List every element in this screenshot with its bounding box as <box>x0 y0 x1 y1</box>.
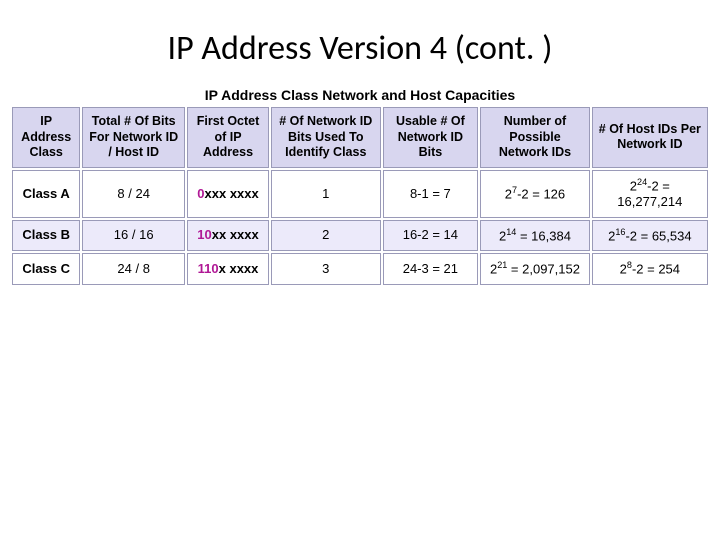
cell-hosts: 224-2 = 16,277,214 <box>592 170 708 218</box>
net-base: 2 <box>505 186 512 201</box>
cell-class: Class A <box>12 170 80 218</box>
table-row: Class A 8 / 24 0xxx xxxx 1 8-1 = 7 27-2 … <box>12 170 708 218</box>
host-base: 2 <box>620 262 627 277</box>
octet-prefix: 10 <box>197 227 211 242</box>
host-exp: 16 <box>615 227 625 237</box>
host-tail: -2 = 254 <box>632 262 680 277</box>
octet-prefix: 0 <box>197 186 204 201</box>
cell-hosts: 216-2 = 65,534 <box>592 220 708 252</box>
slide: IP Address Version 4 (cont. ) IP Address… <box>0 0 720 540</box>
cell-networks: 221 = 2,097,152 <box>480 253 589 285</box>
table-row: Class B 16 / 16 10xx xxxx 2 16-2 = 14 21… <box>12 220 708 252</box>
cell-networks: 27-2 = 126 <box>480 170 589 218</box>
table-title: IP Address Class Network and Host Capaci… <box>10 87 710 103</box>
host-tail: -2 = 16,277,214 <box>617 178 682 209</box>
cell-octet: 110x xxxx <box>187 253 269 285</box>
cell-usable: 8-1 = 7 <box>383 170 479 218</box>
cell-usable: 16-2 = 14 <box>383 220 479 252</box>
host-base: 2 <box>630 178 637 193</box>
octet-prefix: 110 <box>198 261 219 276</box>
table-header: IP Address Class Total # Of Bits For Net… <box>12 107 708 168</box>
cell-hosts: 28-2 = 254 <box>592 253 708 285</box>
col-hosts: # Of Host IDs Per Network ID <box>592 107 708 168</box>
net-tail: -2 = 126 <box>517 186 565 201</box>
col-class: IP Address Class <box>12 107 80 168</box>
cell-octet: 0xxx xxxx <box>187 170 269 218</box>
net-exp: 21 <box>497 260 507 270</box>
cell-idbits: 3 <box>271 253 380 285</box>
cell-class: Class B <box>12 220 80 252</box>
cell-networks: 214 = 16,384 <box>480 220 589 252</box>
col-first-octet: First Octet of IP Address <box>187 107 269 168</box>
cell-class: Class C <box>12 253 80 285</box>
cell-bits: 24 / 8 <box>82 253 185 285</box>
cell-idbits: 1 <box>271 170 380 218</box>
col-total-bits: Total # Of Bits For Network ID / Host ID <box>82 107 185 168</box>
cell-idbits: 2 <box>271 220 380 252</box>
ip-class-table: IP Address Class Total # Of Bits For Net… <box>10 105 710 287</box>
host-tail: -2 = 65,534 <box>625 228 691 243</box>
cell-usable: 24-3 = 21 <box>383 253 479 285</box>
octet-rest: xxx xxxx <box>205 186 259 201</box>
octet-rest: xx xxxx <box>212 227 259 242</box>
cell-bits: 8 / 24 <box>82 170 185 218</box>
octet-rest: x xxxx <box>219 261 259 276</box>
net-exp: 14 <box>506 227 516 237</box>
net-tail: = 16,384 <box>516 228 571 243</box>
cell-octet: 10xx xxxx <box>187 220 269 252</box>
col-usable-bits: Usable # Of Network ID Bits <box>383 107 479 168</box>
table-row: Class C 24 / 8 110x xxxx 3 24-3 = 21 221… <box>12 253 708 285</box>
col-id-bits: # Of Network ID Bits Used To Identify Cl… <box>271 107 380 168</box>
page-title: IP Address Version 4 (cont. ) <box>10 28 710 69</box>
cell-bits: 16 / 16 <box>82 220 185 252</box>
col-networks: Number of Possible Network IDs <box>480 107 589 168</box>
host-exp: 24 <box>637 177 647 187</box>
net-tail: = 2,097,152 <box>507 262 580 277</box>
